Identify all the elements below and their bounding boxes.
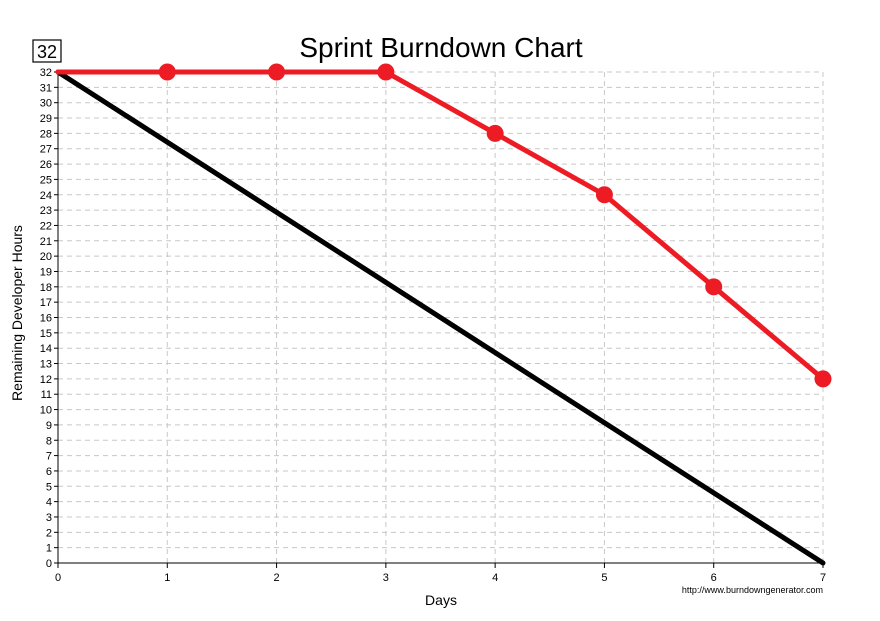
actual-data-point bbox=[814, 370, 832, 388]
y-tick-label: 23 bbox=[40, 205, 52, 217]
y-tick-label: 9 bbox=[46, 420, 52, 432]
y-tick-label: 11 bbox=[41, 389, 52, 401]
x-tick-label: 7 bbox=[820, 572, 826, 584]
y-tick-label: 3 bbox=[46, 512, 52, 524]
grid-lines bbox=[58, 71, 824, 563]
y-tick-label: 5 bbox=[46, 481, 52, 493]
y-tick-label: 30 bbox=[40, 98, 52, 110]
ideal-burndown-line bbox=[55, 69, 826, 566]
actual-data-point bbox=[486, 124, 504, 142]
y-tick-label: 4 bbox=[46, 497, 52, 509]
x-axis-title: Days bbox=[425, 592, 457, 608]
y-tick-label: 21 bbox=[40, 236, 52, 248]
y-tick-label: 12 bbox=[40, 374, 52, 386]
x-tick-label: 2 bbox=[274, 572, 280, 584]
max-value-badge-box bbox=[32, 39, 62, 63]
actual-burndown-line bbox=[55, 69, 826, 382]
x-tick-label: 1 bbox=[164, 572, 170, 584]
y-tick-label: 2 bbox=[46, 527, 52, 539]
x-tick-label: 6 bbox=[711, 572, 717, 584]
y-axis-title: Remaining Developer Hours bbox=[9, 225, 25, 401]
x-tick-label: 0 bbox=[55, 572, 61, 584]
series-group bbox=[55, 63, 832, 566]
y-tick-label: 32 bbox=[40, 67, 52, 79]
y-tick-label: 10 bbox=[40, 405, 52, 417]
x-tick-label: 5 bbox=[601, 572, 607, 584]
max-value-badge: 32 bbox=[37, 42, 57, 62]
y-tick-label: 19 bbox=[40, 266, 52, 278]
y-tick-label: 28 bbox=[40, 128, 52, 140]
y-tick-label: 27 bbox=[40, 144, 52, 156]
actual-data-point bbox=[595, 186, 613, 204]
y-tick-label: 29 bbox=[40, 113, 52, 125]
y-axis-ticks: 0123456789101112131415161718192021222324… bbox=[40, 67, 58, 570]
y-tick-label: 7 bbox=[46, 451, 52, 463]
y-tick-label: 26 bbox=[40, 159, 52, 171]
y-tick-label: 17 bbox=[40, 297, 52, 309]
x-tick-label: 3 bbox=[383, 572, 389, 584]
actual-data-point bbox=[158, 63, 176, 81]
y-tick-label: 0 bbox=[46, 558, 52, 570]
actual-data-point bbox=[705, 278, 723, 296]
x-tick-label: 4 bbox=[492, 572, 498, 584]
y-tick-label: 8 bbox=[46, 435, 52, 447]
y-tick-label: 31 bbox=[40, 82, 52, 94]
actual-data-point bbox=[377, 63, 395, 81]
y-tick-label: 22 bbox=[40, 220, 52, 232]
y-tick-label: 14 bbox=[40, 343, 52, 355]
y-tick-label: 25 bbox=[40, 174, 52, 186]
y-tick-label: 24 bbox=[40, 190, 52, 202]
y-tick-label: 18 bbox=[40, 282, 52, 294]
footer-url: http://www.burndowngenerator.com bbox=[682, 585, 823, 595]
y-tick-label: 6 bbox=[46, 466, 52, 478]
actual-data-point bbox=[268, 63, 286, 81]
x-axis-ticks: 0 1 2 3 4 5 6 7 bbox=[55, 563, 826, 584]
y-tick-label: 1 bbox=[46, 543, 52, 555]
y-tick-label: 20 bbox=[40, 251, 52, 263]
y-tick-label: 16 bbox=[40, 313, 52, 325]
y-tick-label: 13 bbox=[40, 359, 52, 371]
y-tick-label: 15 bbox=[40, 328, 52, 340]
chart-title: Sprint Burndown Chart bbox=[299, 32, 582, 63]
